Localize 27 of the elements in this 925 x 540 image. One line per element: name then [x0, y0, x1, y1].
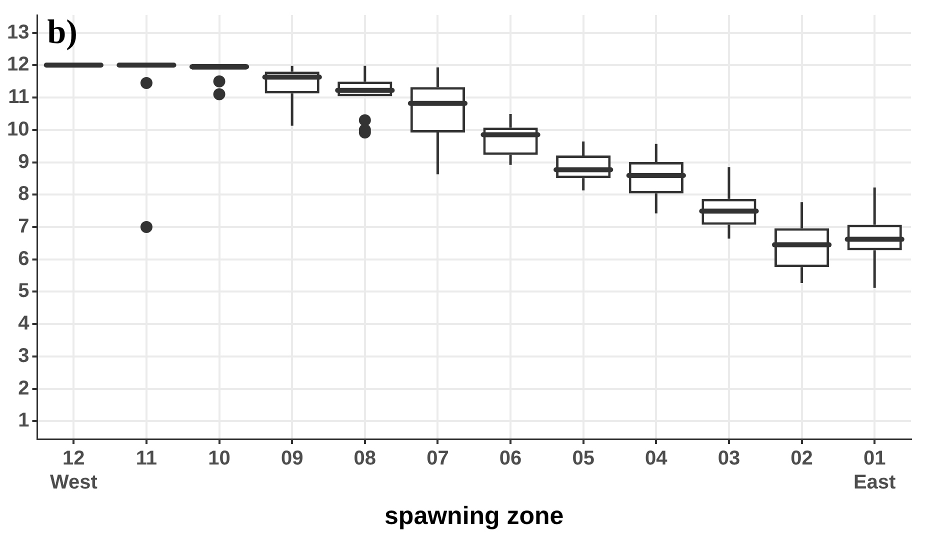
y-tick-label: 6 [18, 248, 30, 270]
y-tick-label: 3 [18, 344, 30, 367]
y-tick-label: 2 [18, 377, 30, 400]
y-tick-label: 12 [6, 54, 30, 76]
y-tick-label: 5 [18, 280, 30, 302]
x-tick-label: 07 [426, 448, 449, 470]
x-tick-label: 11 [136, 448, 158, 470]
x-tick-label: 08 [354, 448, 376, 470]
y-tick-label: 11 [8, 86, 30, 108]
y-tick-label: 10 [6, 118, 30, 140]
y-tick-label: 7 [18, 216, 30, 238]
x-tick-label: 03 [718, 448, 740, 470]
x-axis-title: spawning zone [384, 502, 564, 530]
x-tick-label: 01 East [853, 448, 896, 494]
chart-title: b) [47, 14, 78, 51]
x-tick-label: 06 [499, 448, 522, 470]
x-tick-label: 12 West [50, 448, 98, 494]
x-tick-label: 05 [572, 448, 594, 470]
y-tick-label: 8 [18, 183, 30, 206]
y-tick-label: 4 [18, 312, 30, 335]
x-tick-label: 04 [645, 448, 668, 470]
x-tick-label: 09 [280, 448, 304, 470]
x-tick-label: 10 [208, 448, 230, 470]
y-tick-label: 13 [6, 21, 30, 44]
y-tick-label: 9 [18, 150, 30, 173]
x-tick-label: 02 [790, 448, 813, 470]
y-tick-label: 1 [18, 410, 30, 432]
